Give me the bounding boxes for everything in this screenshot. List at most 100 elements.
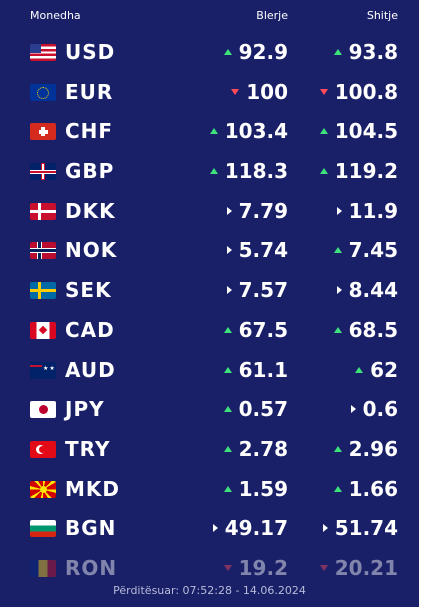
- buy-value: 7.57: [238, 278, 288, 303]
- sell-value: 2.96: [348, 436, 398, 461]
- buy-rate: 1.59: [223, 477, 288, 501]
- sell-rate: 2.96: [333, 436, 398, 461]
- sell-rate: 0.6: [350, 397, 398, 422]
- buy-rate: 5.74: [226, 238, 288, 262]
- trend-up-icon: [333, 445, 342, 452]
- rates-list[interactable]: USD 92.9 93.8 EUR 100 100.8 CHF 103.4 104.5 GBP 11…: [0, 32, 419, 588]
- rate-row-cad: CAD 67.5 68.5: [0, 310, 419, 350]
- sell-value: 68.5: [348, 317, 398, 342]
- currency-code: EUR: [65, 79, 114, 104]
- rate-row-jpy: JPY 0.57 0.6: [0, 389, 419, 429]
- trend-up-icon: [333, 247, 342, 254]
- buy-rate: 118.3: [209, 159, 288, 184]
- buy-value: 118.3: [224, 159, 288, 184]
- se-flag-icon: [30, 282, 56, 300]
- ca-flag-icon: [30, 321, 56, 339]
- au-flag-icon: [30, 361, 56, 379]
- table-header: Monedha Blerje Shitje: [0, 0, 419, 32]
- buy-rate: 2.78: [223, 436, 288, 461]
- sell-rate: 100.8: [319, 79, 398, 104]
- sell-value: 11.9: [348, 198, 398, 223]
- rate-row-ron: RON 19.2 20.21: [0, 548, 419, 588]
- rate-row-usd: USD 92.9 93.8: [0, 32, 419, 72]
- trend-same-icon: [350, 405, 356, 414]
- sell-value: 8.44: [348, 278, 398, 303]
- trend-up-icon: [223, 485, 232, 492]
- currency-code: CHF: [65, 119, 114, 144]
- buy-rate: 100: [231, 80, 288, 104]
- currency-code: AUD: [65, 357, 116, 382]
- rate-row-dkk: DKK 7.79 11.9: [0, 191, 419, 231]
- buy-value: 19.2: [238, 555, 288, 580]
- buy-value: 100: [246, 79, 288, 104]
- trend-up-icon: [333, 326, 342, 333]
- currency-code: NOK: [65, 238, 118, 263]
- ch-flag-icon: [30, 123, 56, 141]
- eu-flag-icon: [30, 83, 56, 101]
- sell-rate: 20.21: [319, 556, 398, 580]
- rate-row-nok: NOK 5.74 7.45: [0, 230, 419, 270]
- buy-value: 0.57: [238, 397, 288, 422]
- currency-code: MKD: [65, 476, 121, 501]
- us-flag-icon: [30, 44, 56, 61]
- header-sell: Shitje: [366, 9, 398, 22]
- trend-up-icon: [333, 485, 342, 492]
- trend-same-icon: [336, 286, 342, 295]
- sell-rate: 104.5: [319, 119, 398, 143]
- currency-code: CAD: [65, 317, 115, 342]
- sell-rate: 7.45: [333, 238, 398, 262]
- currency-code: SEK: [65, 278, 112, 303]
- rate-row-mkd: MKD 1.59 1.66: [0, 469, 419, 509]
- sell-value: 0.6: [362, 397, 398, 422]
- buy-value: 67.5: [238, 317, 288, 342]
- buy-value: 49.17: [224, 516, 288, 541]
- trend-up-icon: [223, 366, 232, 373]
- trend-same-icon: [226, 286, 232, 295]
- trend-down-icon: [319, 88, 328, 95]
- sell-rate: 1.66: [333, 476, 398, 501]
- trend-same-icon: [336, 206, 342, 215]
- trend-up-icon: [319, 168, 328, 175]
- trend-up-icon: [223, 445, 232, 452]
- gb-flag-icon: [30, 163, 56, 181]
- no-flag-icon: [30, 242, 56, 260]
- trend-up-icon: [355, 366, 364, 373]
- rate-row-aud: AUD 61.1 62: [0, 350, 419, 390]
- trend-up-icon: [209, 168, 218, 175]
- sell-value: 93.8: [348, 40, 398, 64]
- scrollbar[interactable]: [419, 0, 429, 607]
- sell-rate: 51.74: [322, 516, 398, 541]
- currency-code: RON: [65, 555, 118, 580]
- bg-flag-icon: [30, 520, 56, 538]
- rate-row-bgn: BGN 49.17 51.74: [0, 508, 419, 548]
- buy-rate: 0.57: [223, 397, 288, 422]
- sell-rate: 11.9: [336, 198, 398, 223]
- trend-down-icon: [319, 564, 328, 571]
- buy-rate: 92.9: [223, 40, 288, 64]
- sell-value: 1.66: [348, 476, 398, 501]
- rate-row-sek: SEK 7.57 8.44: [0, 270, 419, 310]
- trend-up-icon: [223, 326, 232, 333]
- buy-value: 92.9: [238, 40, 288, 64]
- buy-value: 2.78: [238, 436, 288, 461]
- last-updated-text: Përditësuar: 07:52:28 - 14.06.2024: [113, 584, 306, 597]
- buy-value: 7.79: [238, 198, 288, 223]
- header-currency: Monedha: [30, 9, 81, 22]
- sell-value: 100.8: [334, 79, 398, 104]
- trend-down-icon: [231, 88, 240, 95]
- trend-up-icon: [223, 49, 232, 55]
- header-buy: Blerje: [256, 9, 288, 22]
- buy-rate: 61.1: [223, 357, 288, 382]
- trend-same-icon: [226, 206, 232, 215]
- rate-row-eur: EUR 100 100.8: [0, 72, 419, 112]
- exchange-rates-panel: Monedha Blerje Shitje USD 92.9 93.8 EUR 100 1…: [0, 0, 419, 607]
- currency-code: BGN: [65, 516, 117, 541]
- sell-value: 51.74: [334, 516, 398, 541]
- trend-up-icon: [333, 49, 342, 55]
- sell-rate: 93.8: [333, 40, 398, 64]
- sell-value: 119.2: [334, 159, 398, 184]
- sell-value: 62: [370, 357, 398, 382]
- buy-value: 61.1: [238, 357, 288, 382]
- buy-rate: 67.5: [223, 317, 288, 342]
- rate-row-chf: CHF 103.4 104.5: [0, 111, 419, 151]
